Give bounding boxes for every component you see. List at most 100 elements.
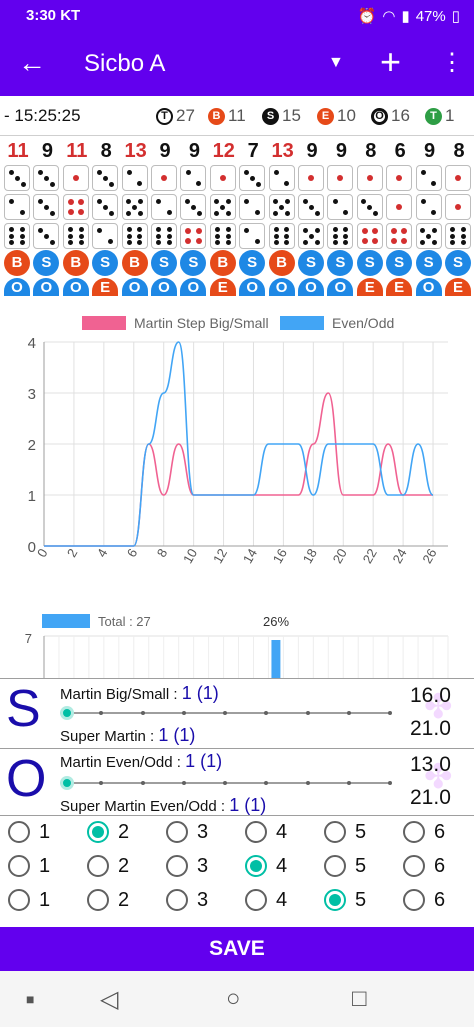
legend-label-total: Total : 27 [98, 614, 151, 629]
radio-label: 3 [197, 821, 209, 843]
big-small-slider[interactable] [60, 706, 392, 720]
radio-circle-icon[interactable] [166, 821, 188, 843]
radio-circle-icon[interactable] [87, 889, 109, 911]
slider-tick [388, 781, 392, 785]
back-triangle-icon[interactable]: ◁ [100, 986, 119, 1013]
die-pip [284, 240, 290, 246]
stat-count: 11 [228, 106, 246, 125]
radio-circle-icon[interactable] [324, 821, 346, 843]
radio-label: 6 [434, 821, 446, 843]
radio-circle-icon[interactable] [8, 821, 30, 843]
die-pip [372, 238, 379, 245]
die-pip [49, 181, 55, 187]
die-pip [450, 233, 456, 239]
radio-option[interactable]: 2 [87, 855, 157, 879]
die-pip [196, 210, 202, 216]
die-pip [185, 238, 192, 245]
slider-thumb[interactable] [60, 706, 74, 720]
die-pip [308, 204, 314, 210]
die-pip [126, 226, 132, 232]
x-tick-label: 2 [64, 546, 81, 560]
die-pip [455, 204, 461, 210]
recents-square-icon[interactable]: □ [352, 985, 367, 1012]
die-face [327, 223, 354, 249]
slider-thumb[interactable] [60, 776, 74, 790]
big-small-marker: S [92, 250, 119, 276]
die-pip [126, 210, 132, 216]
radio-circle-icon[interactable] [87, 821, 109, 843]
radio-option[interactable]: 5 [324, 821, 394, 845]
roll-column: 13 B O [268, 136, 297, 296]
radio-option[interactable]: 6 [403, 821, 473, 845]
die-pip [460, 226, 466, 232]
radio-circle-icon[interactable] [245, 855, 267, 877]
x-tick-label: 22 [360, 546, 380, 566]
radio-circle-icon[interactable] [8, 855, 30, 877]
radio-option[interactable]: 2 [87, 821, 157, 845]
radio-circle-icon[interactable] [324, 889, 346, 911]
back-arrow-icon[interactable]: ← [18, 47, 46, 78]
roll-sum: 9 [335, 140, 347, 162]
radio-option[interactable]: 6 [403, 889, 473, 913]
table-selector[interactable]: Sicbo A [84, 50, 165, 78]
radio-option[interactable]: 4 [245, 855, 315, 879]
radio-circle-icon[interactable] [245, 889, 267, 911]
die-pip [284, 226, 290, 232]
radio-option[interactable]: 3 [166, 855, 236, 879]
die-pip [195, 238, 202, 245]
radio-circle-icon[interactable] [324, 855, 346, 877]
radio-circle-icon[interactable] [87, 855, 109, 877]
die-pip [78, 233, 84, 239]
radio-option[interactable]: 2 [87, 889, 157, 913]
menu-dot-icon[interactable]: ■ [26, 991, 35, 1007]
radio-option[interactable]: 6 [403, 855, 473, 879]
radio-circle-icon[interactable] [403, 821, 425, 843]
slider-tick [346, 711, 351, 715]
radio-circle-icon[interactable] [245, 821, 267, 843]
signal-icon: ▮ [401, 8, 410, 25]
even-odd-slider[interactable] [60, 776, 392, 790]
die-face [62, 223, 89, 249]
panel-s-letter: S [6, 680, 41, 738]
even-odd-marker: E [356, 278, 383, 296]
radio-circle-icon[interactable] [403, 855, 425, 877]
die-pip [343, 226, 349, 232]
slider-tick [346, 781, 351, 785]
legend-swatch-evenodd [280, 316, 324, 330]
die-face [151, 194, 177, 220]
radio-option[interactable]: 1 [8, 855, 78, 879]
big-small-panel: S Martin Big/Small : 1 (1) Super Martin … [0, 678, 474, 748]
die-pip [78, 198, 85, 205]
radio-option[interactable]: 4 [245, 889, 315, 913]
save-button[interactable]: SAVE [0, 927, 474, 971]
die-pip [431, 209, 437, 215]
die-pip [343, 209, 349, 215]
die-pip [96, 169, 102, 175]
radio-option[interactable]: 1 [8, 821, 78, 845]
dropdown-arrow-icon[interactable]: ▼ [328, 54, 344, 71]
die-pip [68, 233, 74, 239]
radio-circle-icon[interactable] [166, 889, 188, 911]
die-pip [420, 170, 426, 176]
radio-option[interactable]: 5 [324, 889, 394, 913]
super-martin-value: 1 (1) [158, 725, 196, 745]
add-icon[interactable]: + [380, 41, 402, 82]
stat-item: S 15 [262, 106, 301, 126]
die-face [298, 194, 324, 220]
die-face [415, 194, 442, 220]
home-circle-icon[interactable]: ○ [226, 985, 241, 1012]
more-options-icon[interactable]: ⋮ [440, 49, 464, 76]
radio-circle-icon[interactable] [8, 889, 30, 911]
radio-option[interactable]: 3 [166, 821, 236, 845]
series-line-evenodd [44, 341, 434, 547]
die-pip [43, 233, 49, 239]
radio-option[interactable]: 1 [8, 889, 78, 913]
radio-circle-icon[interactable] [166, 855, 188, 877]
radio-option[interactable]: 3 [166, 889, 236, 913]
die-face [4, 194, 30, 220]
radio-option[interactable]: 4 [245, 821, 315, 845]
radio-option[interactable]: 5 [324, 855, 394, 879]
radio-circle-icon[interactable] [403, 889, 425, 911]
